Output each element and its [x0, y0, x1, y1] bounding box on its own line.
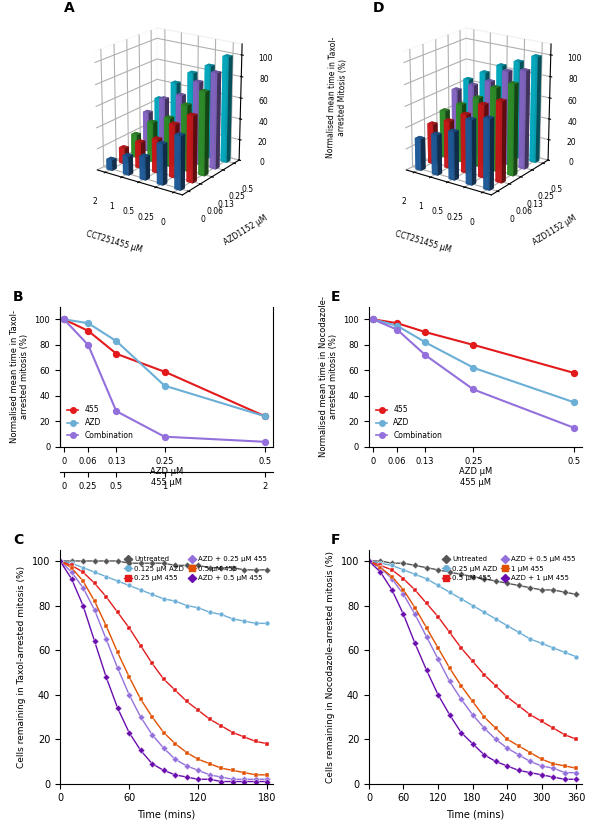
Text: AZD μM: AZD μM: [459, 467, 492, 475]
Legend: 455, AZD, Combination: 455, AZD, Combination: [373, 403, 445, 443]
Text: 455 μM: 455 μM: [151, 478, 182, 487]
Text: 455 μM: 455 μM: [460, 478, 491, 487]
Text: F: F: [331, 533, 340, 547]
Y-axis label: Normalised mean time in Nocodazole-
arrested mitosis (%): Normalised mean time in Nocodazole- arre…: [319, 296, 338, 457]
Y-axis label: Normalised mean time in Taxol-
arrested mitosis (%): Normalised mean time in Taxol- arrested …: [10, 310, 29, 443]
Point: [83, 324, 93, 337]
Point: [392, 323, 402, 336]
Point: [569, 396, 579, 409]
Point: [392, 317, 402, 330]
X-axis label: CCT251455 μM: CCT251455 μM: [85, 229, 143, 254]
Point: [160, 379, 169, 392]
Point: [569, 366, 579, 380]
Point: [160, 430, 169, 443]
Point: [112, 404, 121, 417]
Point: [368, 313, 378, 326]
Point: [469, 361, 478, 375]
Point: [392, 319, 402, 332]
Text: D: D: [373, 1, 384, 15]
X-axis label: Time (mins): Time (mins): [446, 809, 505, 819]
Point: [368, 313, 378, 326]
Point: [59, 313, 69, 326]
Point: [421, 326, 430, 339]
X-axis label: CCT251455 μM: CCT251455 μM: [394, 229, 452, 254]
Point: [59, 313, 69, 326]
Point: [260, 410, 270, 423]
X-axis label: Time (mins): Time (mins): [137, 809, 196, 819]
Point: [112, 334, 121, 347]
Point: [421, 336, 430, 349]
Legend: 455, AZD, Combination: 455, AZD, Combination: [64, 403, 136, 443]
Point: [469, 338, 478, 351]
Text: E: E: [331, 290, 340, 304]
Text: B: B: [13, 290, 24, 304]
Point: [112, 347, 121, 361]
Point: [421, 348, 430, 361]
Text: A: A: [64, 1, 74, 15]
Y-axis label: Cells remaining in Nocodazole-arrested mitosis (%): Cells remaining in Nocodazole-arrested m…: [326, 551, 335, 783]
Text: C: C: [13, 533, 23, 547]
Point: [260, 436, 270, 449]
Point: [83, 338, 93, 351]
Point: [368, 313, 378, 326]
Legend: Untreated, 0.125 μM AZD, 0.25 μM 455, AZD + 0.25 μM 455, 0.5 μM 455, AZD + 0.5 μ: Untreated, 0.125 μM AZD, 0.25 μM 455, AZ…: [121, 554, 269, 584]
Y-axis label: AZD1152 μM: AZD1152 μM: [222, 214, 269, 248]
Legend: Untreated, 0.25 μM AZD, 0.5 μM 455, AZD + 0.5 μM 455, 1 μM 455, AZD + 1 μM 455: Untreated, 0.25 μM AZD, 0.5 μM 455, AZD …: [439, 554, 578, 584]
Y-axis label: Cells remaining in Taxol-arrested mitosis (%): Cells remaining in Taxol-arrested mitosi…: [17, 566, 26, 768]
Point: [260, 410, 270, 423]
Point: [160, 365, 169, 378]
Point: [83, 317, 93, 330]
Point: [569, 422, 579, 435]
Y-axis label: AZD1152 μM: AZD1152 μM: [531, 214, 578, 248]
Point: [469, 383, 478, 396]
Point: [59, 313, 69, 326]
Text: AZD μM: AZD μM: [150, 467, 183, 475]
